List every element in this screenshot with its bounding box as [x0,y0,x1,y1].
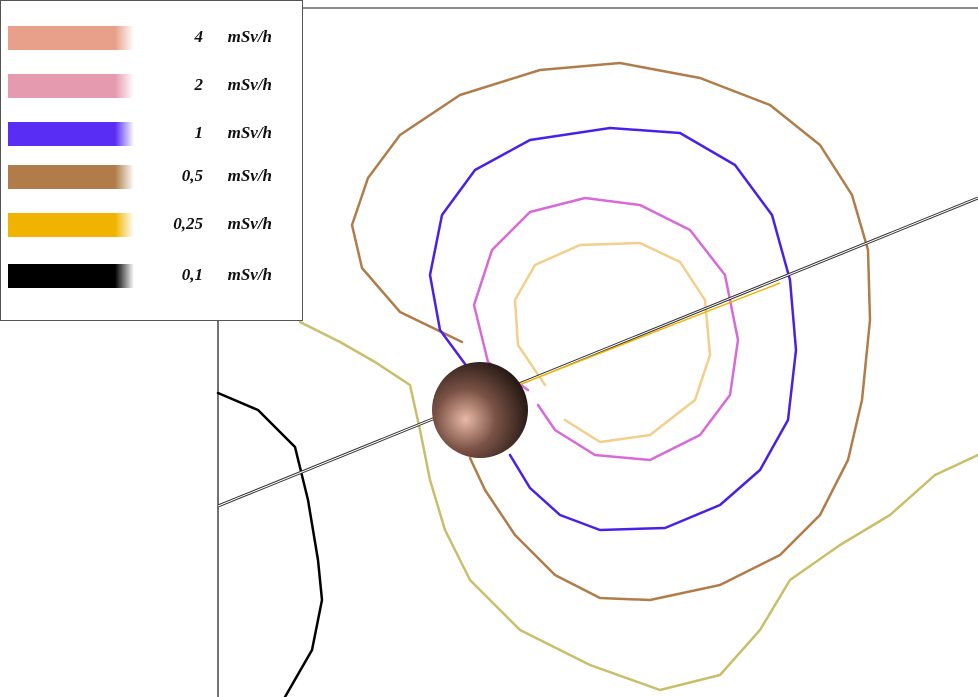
legend-value: 0,5 [182,166,204,185]
legend: 4 mSv/h 2 mSv/h 1 mSv/h 0,5 mSv/h 0,25 mSv/h 0,1 mS… [0,0,303,321]
contours [216,61,978,697]
contour-olive [298,320,978,692]
legend-unit: mSv/h [228,214,272,233]
legend-value: 2 [194,75,204,94]
legend-swatch [8,122,134,146]
legend-swatch [8,26,134,50]
contour-1 [428,126,798,532]
contour-0-5 [350,61,872,602]
legend-unit: mSv/h [228,123,272,142]
legend-swatch [8,165,134,189]
contour-0-1 [216,391,324,697]
legend-unit: mSv/h [228,265,272,284]
legend-value: 4 [194,27,204,46]
track-dose [479,282,781,401]
contour-4 [513,241,712,444]
legend-swatch [8,74,134,98]
legend-unit: mSv/h [228,166,272,185]
legend-value: 1 [195,123,204,142]
legend-swatch [8,264,134,288]
source-sphere [432,362,528,458]
legend-unit: mSv/h [228,75,272,94]
track-inner [217,197,978,507]
legend-value: 0,1 [182,265,203,284]
legend-swatch [8,213,134,237]
contour-2 [472,196,740,462]
legend-unit: mSv/h [228,27,272,46]
legend-value: 0,25 [173,214,203,233]
